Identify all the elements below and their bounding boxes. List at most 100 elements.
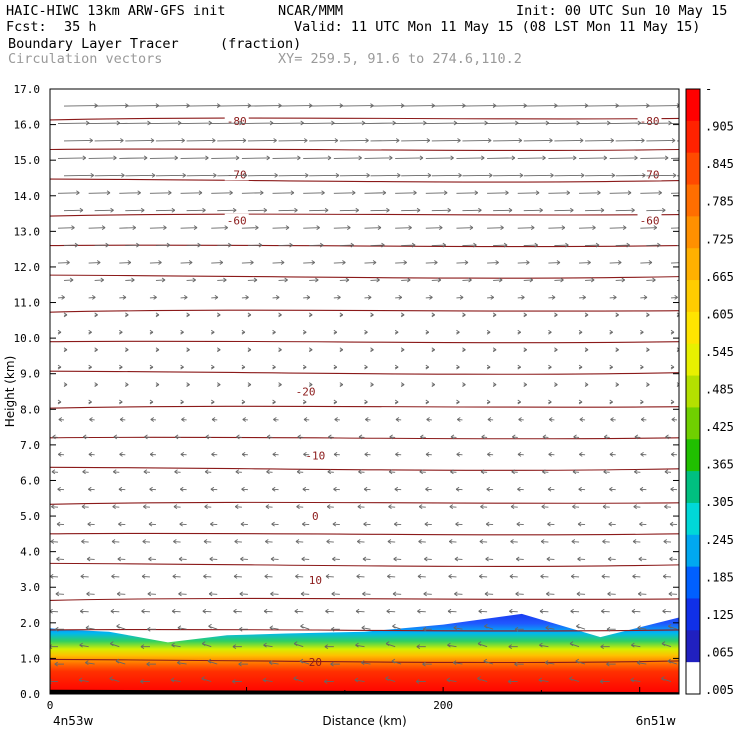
wind-vector-head bbox=[61, 295, 65, 300]
colorbar-swatch bbox=[686, 248, 700, 281]
wind-vector bbox=[570, 610, 580, 613]
wind-vector bbox=[333, 488, 340, 491]
wind-vector bbox=[119, 192, 141, 194]
colorbar-swatch bbox=[686, 502, 700, 536]
wind-vector bbox=[517, 122, 549, 124]
wind-vector-head bbox=[447, 608, 452, 614]
wind-vector-head bbox=[517, 486, 521, 492]
wind-vector bbox=[670, 296, 678, 299]
wind-vector-head bbox=[118, 521, 122, 527]
wind-vector-head bbox=[211, 399, 215, 405]
wind-vector-head bbox=[269, 625, 274, 631]
wind-vector-head bbox=[333, 399, 338, 405]
wind-vector-head bbox=[486, 329, 491, 335]
wind-vector-head bbox=[609, 451, 614, 457]
wind-vector bbox=[395, 296, 402, 299]
wind-vector bbox=[517, 488, 524, 491]
wind-vector-head bbox=[606, 626, 611, 632]
wind-vector-head bbox=[516, 521, 521, 527]
wind-vector bbox=[578, 523, 586, 526]
wind-vector-head bbox=[509, 574, 514, 579]
contour-label: -10 bbox=[305, 450, 325, 463]
wind-vector-head bbox=[88, 399, 92, 405]
colorbar-swatch bbox=[686, 216, 700, 249]
wind-vector bbox=[147, 593, 156, 595]
wind-vector bbox=[425, 296, 433, 299]
wind-vector-head bbox=[113, 434, 118, 440]
wind-vector-head bbox=[217, 382, 221, 387]
wind-vector bbox=[264, 610, 273, 613]
wind-vector bbox=[109, 678, 120, 682]
wind-vector-head bbox=[223, 277, 227, 283]
wind-vector-head bbox=[486, 399, 491, 405]
y-axis-label: Height (km) bbox=[3, 356, 17, 427]
wind-vector-head bbox=[400, 382, 405, 387]
wind-vector bbox=[479, 575, 488, 578]
wind-vector bbox=[370, 209, 390, 212]
wind-vector bbox=[178, 593, 187, 595]
wind-vector-head bbox=[87, 521, 91, 527]
wind-vector-head bbox=[205, 155, 209, 161]
wind-vector bbox=[149, 122, 182, 124]
wind-vector bbox=[401, 140, 430, 142]
wind-vector-head bbox=[387, 574, 391, 579]
wind-vector-head bbox=[546, 591, 550, 597]
wind-vector bbox=[431, 174, 462, 177]
contour-line bbox=[50, 213, 679, 217]
wind-vector-head bbox=[76, 190, 80, 196]
wind-vector-head bbox=[385, 676, 389, 681]
wind-vector-head bbox=[457, 138, 461, 143]
wind-vector bbox=[150, 453, 156, 456]
wind-vector-head bbox=[303, 417, 308, 422]
wind-vector-head bbox=[296, 469, 301, 475]
wind-vector bbox=[334, 453, 340, 456]
wind-vector-head bbox=[211, 329, 215, 335]
wind-vector bbox=[57, 157, 86, 159]
wind-vector-head bbox=[143, 504, 147, 510]
colorbar-swatch bbox=[686, 534, 700, 568]
wind-vector-head bbox=[81, 504, 86, 510]
wind-vector-head bbox=[86, 591, 90, 597]
wind-vector-head bbox=[546, 556, 551, 562]
contour-label-bg bbox=[224, 213, 249, 227]
wind-vector-head bbox=[202, 207, 206, 213]
colorbar-swatch bbox=[686, 566, 700, 599]
wind-vector-head bbox=[232, 207, 237, 213]
wind-vector bbox=[211, 192, 233, 194]
y-tick-label: 6.0 bbox=[20, 474, 40, 487]
wind-vector-head bbox=[242, 138, 247, 143]
wind-vector-head bbox=[449, 504, 454, 510]
wind-vector-head bbox=[609, 329, 613, 335]
wind-vector bbox=[94, 244, 109, 247]
wind-vector bbox=[602, 541, 610, 543]
init-time: Init: 00 UTC Sun 10 May 15 bbox=[516, 3, 728, 19]
wind-vector-head bbox=[607, 556, 612, 562]
wind-vector bbox=[209, 558, 218, 560]
wind-vector-head bbox=[636, 660, 641, 665]
wind-vector-head bbox=[127, 260, 132, 265]
wind-vector bbox=[180, 227, 198, 229]
wind-vector bbox=[670, 192, 679, 194]
wind-vector bbox=[450, 471, 457, 473]
wind-vector-head bbox=[265, 539, 269, 544]
wind-vector bbox=[663, 575, 672, 578]
wind-vector-head bbox=[422, 626, 427, 632]
wind-vector-head bbox=[180, 451, 185, 457]
wind-vector bbox=[608, 558, 616, 560]
wind-vector-head bbox=[548, 399, 552, 405]
wind-vector bbox=[418, 541, 426, 543]
wind-vector-head bbox=[258, 242, 263, 248]
wind-vector bbox=[266, 471, 273, 473]
wind-vector-head bbox=[464, 260, 469, 265]
wind-vector bbox=[339, 209, 359, 212]
wind-vector-head bbox=[561, 225, 566, 231]
wind-vector bbox=[325, 575, 334, 578]
wind-vector bbox=[578, 488, 586, 491]
wind-vector-head bbox=[376, 277, 380, 283]
wind-vector bbox=[585, 279, 595, 281]
wind-vector-head bbox=[168, 190, 172, 196]
wind-vector bbox=[632, 575, 641, 578]
wind-vector bbox=[395, 227, 412, 229]
wind-vector bbox=[211, 157, 240, 159]
wind-vector-head bbox=[392, 623, 396, 629]
